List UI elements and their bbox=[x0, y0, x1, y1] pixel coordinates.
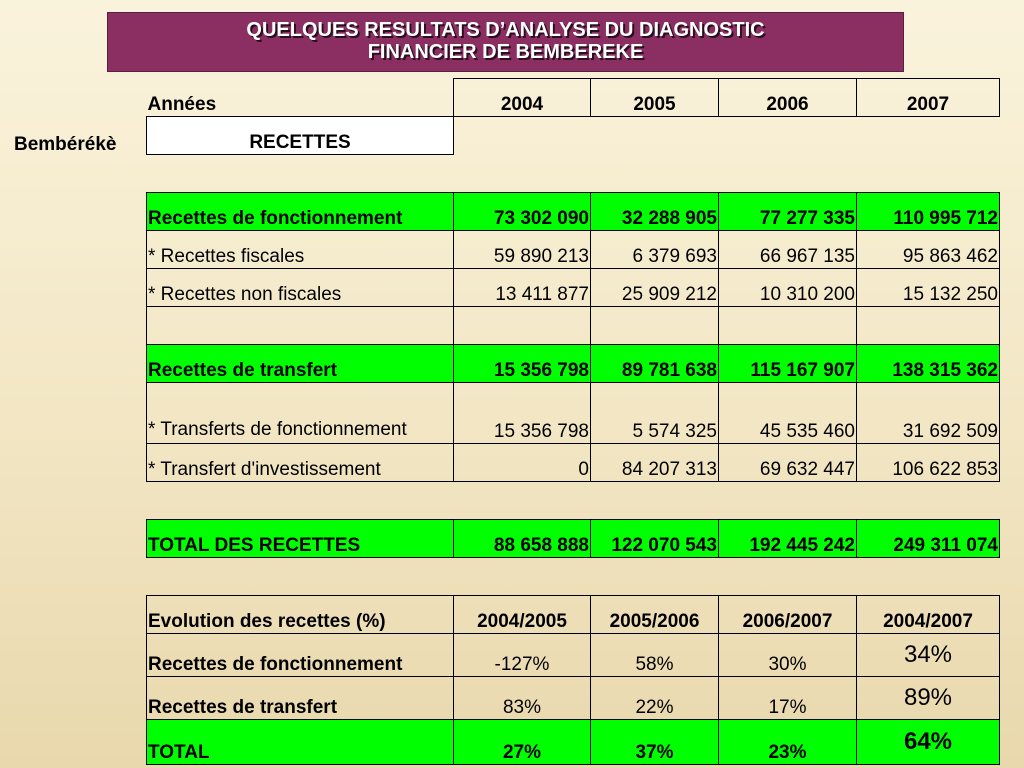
cell-value: 30% bbox=[718, 633, 857, 677]
year-header: 2006 bbox=[718, 78, 857, 117]
evolution-total-row: TOTAL 27% 37% 23% 64% bbox=[146, 719, 1000, 765]
cell-value: 23% bbox=[718, 719, 857, 765]
row-label: Recettes de transfert bbox=[146, 344, 454, 383]
row-label: * Recettes non fiscales bbox=[146, 268, 454, 307]
revenue-table: Années 2004 2005 2006 2007 RECETTES Rece… bbox=[146, 78, 1000, 765]
years-header-label: Années bbox=[146, 78, 454, 117]
cell-value: 88 658 888 bbox=[453, 519, 591, 558]
cell-value: 110 995 712 bbox=[856, 192, 1000, 231]
cell-value: 106 622 853 bbox=[856, 443, 1000, 482]
table-row: * Recettes non fiscales 13 411 877 25 90… bbox=[146, 268, 1000, 307]
cell-value: 34% bbox=[856, 633, 1000, 677]
page-title: QUELQUES RESULTATS D’ANALYSE DU DIAGNOST… bbox=[107, 12, 904, 72]
year-header: 2007 bbox=[856, 78, 1000, 117]
cell-value: 83% bbox=[453, 676, 591, 720]
row-label: Recettes de transfert bbox=[146, 676, 454, 720]
cell-value: 13 411 877 bbox=[453, 268, 591, 307]
title-line-2: FINANCIER DE BEMBEREKE bbox=[367, 41, 644, 63]
section-row: RECETTES bbox=[146, 116, 1000, 155]
cell-value: 138 315 362 bbox=[856, 344, 1000, 383]
period-header: 2006/2007 bbox=[718, 595, 857, 634]
cell-value: 22% bbox=[590, 676, 719, 720]
year-header: 2004 bbox=[453, 78, 591, 117]
cell-value: 15 356 798 bbox=[453, 344, 591, 383]
cell-value: 73 302 090 bbox=[453, 192, 591, 231]
table-row: * Recettes fiscales 59 890 213 6 379 693… bbox=[146, 230, 1000, 269]
cell-value: 37% bbox=[590, 719, 719, 765]
row-label: * Recettes fiscales bbox=[146, 230, 454, 269]
row-label: Recettes de fonctionnement bbox=[146, 633, 454, 677]
cell-value: 122 070 543 bbox=[590, 519, 719, 558]
cell-value: 77 277 335 bbox=[718, 192, 857, 231]
row-label: Recettes de fonctionnement bbox=[146, 192, 454, 231]
row-label: * Transfert d'investissement bbox=[146, 443, 454, 482]
cell-value: 27% bbox=[453, 719, 591, 765]
year-header: 2005 bbox=[590, 78, 719, 117]
years-header-row: Années 2004 2005 2006 2007 bbox=[146, 78, 1000, 117]
evolution-row: Recettes de fonctionnement -127% 58% 30%… bbox=[146, 633, 1000, 677]
cell-value: 31 692 509 bbox=[856, 382, 1000, 444]
cell-value: 5 574 325 bbox=[590, 382, 719, 444]
empty-row bbox=[146, 306, 1000, 345]
cell-value: 64% bbox=[856, 719, 1000, 765]
cell-value: 69 632 447 bbox=[718, 443, 857, 482]
cell-value: 45 535 460 bbox=[718, 382, 857, 444]
row-label: TOTAL bbox=[146, 719, 454, 765]
cell-value: 15 132 250 bbox=[856, 268, 1000, 307]
evolution-row: Recettes de transfert 83% 22% 17% 89% bbox=[146, 676, 1000, 720]
table-row: Recettes de fonctionnement 73 302 090 32… bbox=[146, 192, 1000, 231]
total-row: TOTAL DES RECETTES 88 658 888 122 070 54… bbox=[146, 519, 1000, 558]
evolution-header-label: Evolution des recettes (%) bbox=[146, 595, 454, 634]
section-label: RECETTES bbox=[146, 116, 454, 155]
cell-value: 95 863 462 bbox=[856, 230, 1000, 269]
table-row: * Transfert d'investissement 0 84 207 31… bbox=[146, 443, 1000, 482]
cell-value: 32 288 905 bbox=[590, 192, 719, 231]
table-row: Recettes de transfert 15 356 798 89 781 … bbox=[146, 344, 1000, 383]
evolution-header-row: Evolution des recettes (%) 2004/2005 200… bbox=[146, 595, 1000, 634]
cell-value: -127% bbox=[453, 633, 591, 677]
cell-value: 84 207 313 bbox=[590, 443, 719, 482]
cell-value: 17% bbox=[718, 676, 857, 720]
title-line-1: QUELQUES RESULTATS D’ANALYSE DU DIAGNOST… bbox=[246, 19, 765, 41]
cell-value: 58% bbox=[590, 633, 719, 677]
commune-label: Bembérékè bbox=[14, 134, 117, 155]
cell-value: 15 356 798 bbox=[453, 382, 591, 444]
cell-value: 249 311 074 bbox=[856, 519, 1000, 558]
row-label: TOTAL DES RECETTES bbox=[146, 519, 454, 558]
period-header: 2005/2006 bbox=[590, 595, 719, 634]
period-header: 2004/2005 bbox=[453, 595, 591, 634]
table-row: * Transferts de fonctionnement 15 356 79… bbox=[146, 382, 1000, 444]
cell-value: 0 bbox=[453, 443, 591, 482]
cell-value: 59 890 213 bbox=[453, 230, 591, 269]
cell-value: 192 445 242 bbox=[718, 519, 857, 558]
cell-value: 89 781 638 bbox=[590, 344, 719, 383]
cell-value: 89% bbox=[856, 676, 1000, 720]
cell-value: 25 909 212 bbox=[590, 268, 719, 307]
cell-value: 115 167 907 bbox=[718, 344, 857, 383]
row-label: * Transferts de fonctionnement bbox=[146, 382, 454, 444]
cell-value: 6 379 693 bbox=[590, 230, 719, 269]
cell-value: 66 967 135 bbox=[718, 230, 857, 269]
period-header: 2004/2007 bbox=[856, 595, 1000, 634]
cell-value: 10 310 200 bbox=[718, 268, 857, 307]
